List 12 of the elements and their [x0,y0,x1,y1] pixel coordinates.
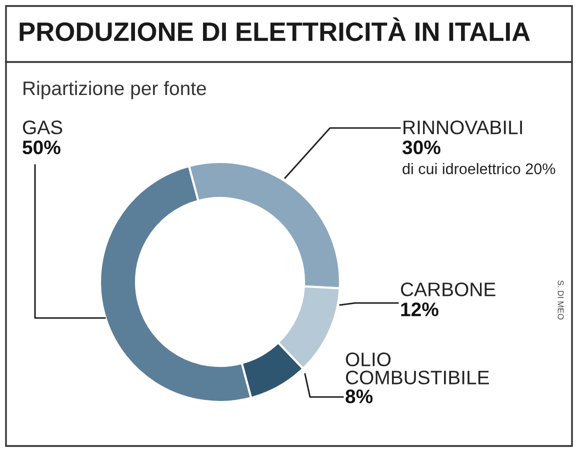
slice-label: CARBONE [400,282,496,296]
data-label: 12% [401,302,438,316]
slice-label: OLIO COMBUSTIBILE [346,352,489,384]
slice-label: RINNOVABILI [404,120,522,134]
data-label: 8% [346,390,373,404]
chart-title: PRODUZIONE DI ELETTRICITÀ IN ITALIA [20,17,530,42]
data-label: 30% [402,140,440,154]
data-label: 50% [22,140,60,154]
slice-label: GAS [22,120,62,134]
text: S. DI MEO [558,280,564,320]
text: di cui idroelettrico 20% [402,163,556,174]
chart-subtitle: Ripartizione per fonte [24,80,206,100]
